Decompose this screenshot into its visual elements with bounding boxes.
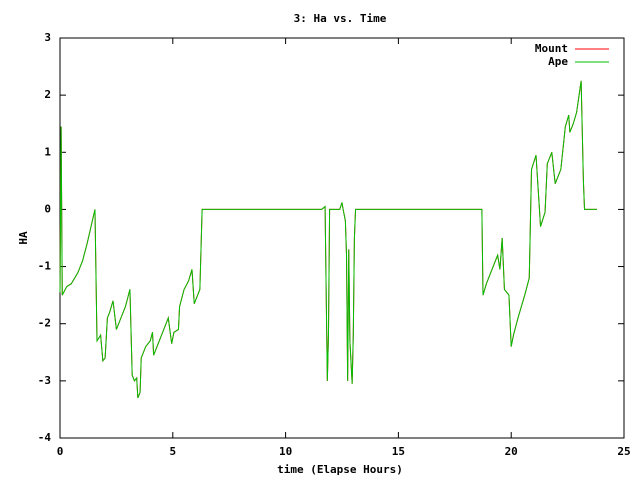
legend-label: Mount — [535, 42, 568, 55]
y-axis-label: HA — [17, 231, 30, 245]
chart-title: 3: Ha vs. Time — [294, 12, 387, 25]
y-tick-label: -1 — [38, 260, 52, 273]
x-tick-label: 20 — [505, 445, 518, 458]
y-tick-label: 3 — [44, 31, 51, 44]
series-line — [59, 80, 597, 399]
x-tick-label: 10 — [279, 445, 292, 458]
y-tick-label: 2 — [44, 88, 51, 101]
x-tick-label: 25 — [617, 445, 630, 458]
plot-frame — [59, 37, 625, 439]
y-tick-label: -2 — [38, 317, 51, 330]
y-tick-label: 1 — [44, 145, 51, 158]
x-tick-label: 5 — [169, 445, 176, 458]
x-tick-label: 0 — [57, 445, 64, 458]
x-axis-label: time (Elapse Hours) — [277, 463, 403, 476]
y-tick-label: -3 — [38, 374, 51, 387]
x-tick-label: 15 — [392, 445, 405, 458]
y-tick-label: 0 — [44, 202, 51, 215]
y-tick-label: -4 — [38, 431, 52, 444]
legend-label: Ape — [548, 55, 568, 68]
